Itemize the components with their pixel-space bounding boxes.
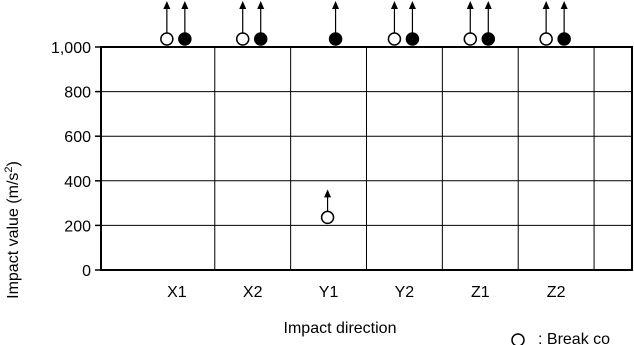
grid [101,47,632,270]
open-marker-arrow-head [163,1,171,9]
filled-marker-arrow-head [332,1,340,9]
y-axis-label-main: Impact value (m/s [5,173,22,299]
y-axis-label-superscript: 2 [3,166,15,172]
x-tick-label: Y2 [395,284,415,301]
open-circle-point [320,210,335,225]
y-tick-label: 200 [64,218,91,235]
x-tick-label: Z2 [547,284,566,301]
x-tick-label: X2 [243,284,263,301]
y-tick-label: 400 [64,174,91,191]
x-axis-label: Impact direction [284,320,397,337]
open-marker-arrow-head [542,1,550,9]
y-tick-label: 600 [64,129,91,146]
filled-marker-arrow-head [484,1,492,9]
open-circle-point [463,32,478,46]
filled-circle-point [557,32,571,46]
filled-marker-arrow-head [181,1,189,9]
filled-marker-arrow-head [257,1,265,9]
y-tick-label: 1,000 [51,40,91,57]
open-circle-point [160,32,174,46]
y-tick-label: 800 [64,85,91,102]
x-tick-label: X1 [167,284,187,301]
y-axis-label: Impact value (m/s2) [3,161,22,299]
open-circle-point [387,32,402,46]
x-axis-ticks: X1 X2 Y1 Y2 Z1 Z2 [167,284,566,301]
legend-open-circle-marker [511,333,525,345]
open-circle-point [235,32,250,46]
legend: : Break co [511,331,610,345]
y-tick-label: 0 [82,263,91,280]
x-tick-label: Z1 [471,284,490,301]
x-tick-label: Y1 [319,284,339,301]
filled-circle-point [405,32,420,46]
filled-circle-point [253,32,268,46]
y-axis-label-tail: ) [5,161,22,166]
data-marks [160,1,571,225]
y-axis-ticks: 0 200 400 600 800 1,000 [51,40,101,280]
legend-label: : Break co [538,331,610,345]
filled-marker-arrow-head [560,1,568,9]
filled-marker-arrow-head [408,1,416,9]
open-marker-arrow-head [324,189,332,198]
open-marker-arrow-head [390,1,398,9]
open-marker-arrow-head [239,1,247,9]
filled-circle-point [481,32,496,46]
open-marker-arrow-head [466,1,474,9]
open-circle-point [539,32,553,46]
filled-circle-point [328,32,343,46]
filled-circle-point [178,32,192,46]
plot-frame [100,46,633,271]
